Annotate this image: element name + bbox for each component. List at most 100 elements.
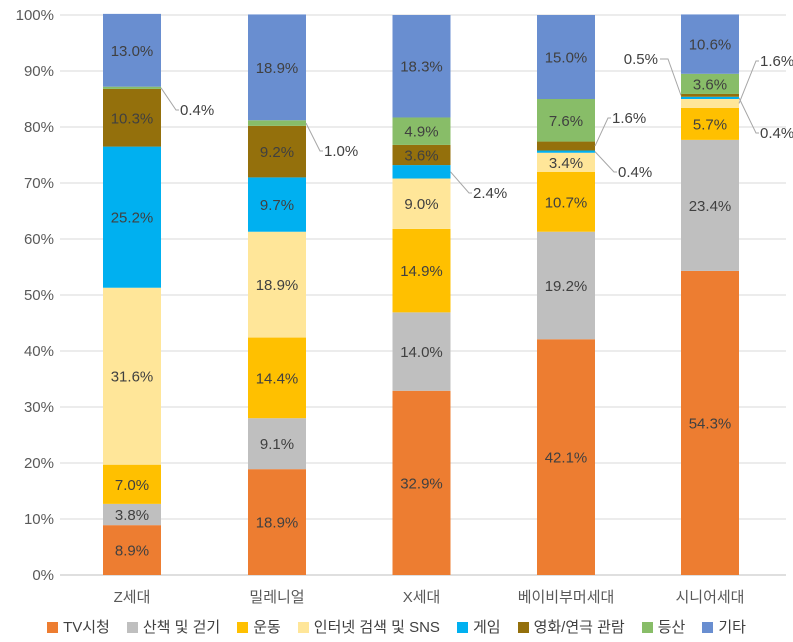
- bar-segment-label: 7.6%: [549, 113, 583, 130]
- callout-line: [594, 151, 617, 173]
- y-axis-label: 30%: [24, 399, 54, 416]
- legend-marker: [456, 621, 468, 633]
- y-axis-label: 60%: [24, 231, 54, 248]
- bar-segment: [537, 231, 595, 340]
- bar-segment: [103, 88, 161, 147]
- legend-item: 인터넷 검색 및 SNS: [297, 618, 440, 636]
- bar-segment: [681, 139, 739, 271]
- bar-segment: [248, 337, 306, 419]
- callout-line: [660, 58, 682, 96]
- legend-item: 등산: [641, 618, 686, 636]
- bar-segment-label: 10.7%: [545, 194, 588, 211]
- bar-segment: [681, 99, 739, 108]
- callout-label: 0.4%: [760, 125, 793, 142]
- callout-label: 2.4%: [473, 185, 507, 202]
- bar-segment-label: 9.2%: [260, 144, 294, 161]
- bar-segment: [103, 13, 161, 87]
- legend-item: 영화/연극 관람: [517, 618, 625, 636]
- bar-segment-label: 23.4%: [689, 198, 732, 215]
- bar-segment-label: 3.8%: [115, 507, 149, 524]
- legend-item: TV시청: [47, 620, 110, 635]
- bar-segment-label: 18.9%: [256, 515, 299, 532]
- legend-marker: [297, 621, 309, 633]
- bar-segment: [248, 120, 306, 126]
- bar-segment: [248, 125, 306, 178]
- callout-line: [305, 122, 323, 152]
- bar-segment-label: 10.6%: [689, 37, 732, 54]
- legend-item: 운동: [237, 620, 281, 635]
- bar-segment-label: 42.1%: [545, 450, 588, 467]
- legend-marker: [237, 621, 249, 633]
- legend-label: 영화/연극 관람: [533, 618, 625, 636]
- bar-segment: [248, 418, 306, 470]
- callout-label: 1.6%: [760, 53, 793, 70]
- bar-segment: [392, 178, 451, 229]
- legend-label: 인터넷 검색 및 SNS: [313, 618, 440, 636]
- legend-marker: [517, 621, 529, 633]
- legend-marker: [702, 621, 714, 633]
- bar-segment: [103, 146, 161, 288]
- bar-segment: [681, 73, 739, 94]
- y-axis-label: 80%: [24, 119, 54, 136]
- legend-item: 게임: [456, 618, 501, 636]
- callout-label: 1.0%: [324, 143, 358, 160]
- legend-label: TV시청: [63, 618, 110, 636]
- bar-segment: [392, 117, 451, 145]
- x-axis-label: Z세대: [114, 589, 151, 606]
- bar-segment-label: 3.4%: [549, 155, 583, 172]
- callout-label: 0.4%: [180, 102, 214, 119]
- bar-segment: [537, 150, 595, 153]
- y-axis-label: 90%: [24, 63, 54, 80]
- x-axis-label: X세대: [403, 589, 441, 606]
- bar-segment-label: 5.7%: [693, 116, 727, 133]
- legend-label: 운동: [253, 618, 281, 636]
- bar-segment-label: 18.3%: [400, 59, 443, 76]
- bar-segment-label: 54.3%: [689, 415, 732, 432]
- bar-segment-label: 10.3%: [111, 110, 154, 127]
- bar-segment: [537, 15, 595, 99]
- x-axis-label: 시니어세대: [675, 589, 744, 606]
- legend-label: 기타: [718, 618, 746, 636]
- bar-segment: [103, 464, 161, 504]
- y-axis-label: 20%: [24, 455, 54, 472]
- x-axis-label: 밀레니얼: [249, 589, 304, 606]
- bar-segment-label: 3.6%: [404, 148, 438, 165]
- bar-segment: [537, 339, 595, 575]
- bar-segment: [537, 99, 595, 142]
- bar-segment-label: 13.0%: [111, 43, 154, 60]
- bar-segment: [681, 93, 739, 97]
- bar-segment: [392, 390, 451, 575]
- callout-line: [594, 117, 611, 147]
- bar-segment-label: 9.0%: [404, 196, 438, 213]
- y-axis-label: 100%: [16, 7, 54, 24]
- y-axis-label: 50%: [24, 287, 54, 304]
- legend-item: 산책 및 걷기: [126, 618, 221, 636]
- y-axis-label: 40%: [24, 343, 54, 360]
- bar-segment-label: 32.9%: [400, 475, 443, 492]
- bar-segment-label: 14.0%: [400, 344, 443, 361]
- y-axis-label: 10%: [24, 511, 54, 528]
- callout-line: [738, 60, 759, 104]
- bar-segment-label: 25.2%: [111, 210, 154, 227]
- bar-segment: [392, 165, 451, 179]
- bar-segment: [103, 287, 161, 465]
- legend-marker: [126, 621, 138, 633]
- callout-label: 0.5%: [624, 51, 658, 68]
- legend-label: 게임: [472, 618, 501, 636]
- legend-label: 산책 및 걷기: [142, 618, 221, 636]
- callout-line: [450, 171, 472, 194]
- bar-segment: [681, 96, 739, 99]
- bar-segment: [681, 270, 739, 575]
- bar-segment: [392, 228, 451, 313]
- bar-segment: [537, 141, 595, 151]
- bar-segment-label: 19.2%: [545, 278, 588, 295]
- bar-segment-label: 31.6%: [111, 369, 154, 386]
- bar-segment: [681, 14, 739, 74]
- bar-segment-label: 14.9%: [400, 263, 443, 280]
- legend-label: 등산: [657, 618, 686, 636]
- callout-line: [160, 87, 179, 111]
- bar-segment-label: 9.1%: [260, 436, 294, 453]
- bar-segment-label: 8.9%: [115, 543, 149, 560]
- bar-segment: [392, 312, 451, 391]
